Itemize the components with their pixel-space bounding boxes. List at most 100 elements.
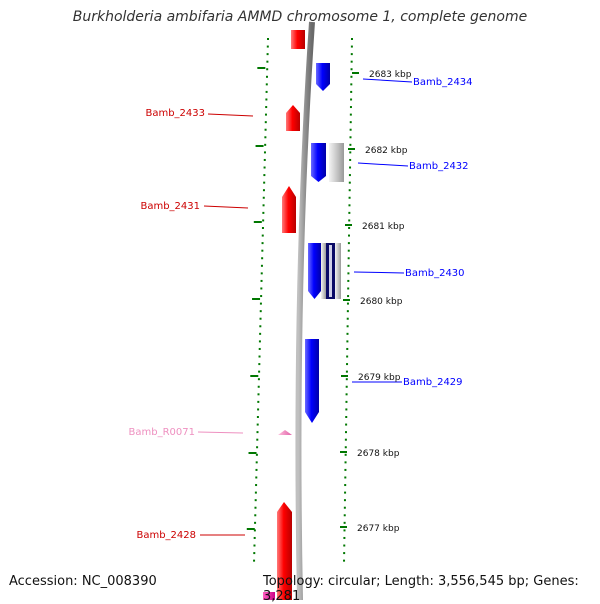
tick-dot xyxy=(343,521,346,524)
tick-dot xyxy=(256,431,259,434)
gene-leader-line xyxy=(197,431,244,434)
tick-dot xyxy=(260,272,263,275)
gene-arrow-bamb-r0071 xyxy=(278,430,292,435)
tick-dot xyxy=(253,536,256,539)
tick-dot xyxy=(345,416,348,418)
map-title: Burkholderia ambifaria AMMD chromosome 1… xyxy=(72,9,528,25)
gene-label-bamb-2434[interactable]: Bamb_2434 xyxy=(413,77,473,88)
gene-label-bamb-2432[interactable]: Bamb_2432 xyxy=(409,161,469,172)
tick-dot xyxy=(259,310,262,313)
tick-dot xyxy=(258,340,261,343)
gene-block-2430-light xyxy=(329,245,332,297)
accession-text: Accession: NC_008390 xyxy=(9,574,157,589)
tick-dot xyxy=(261,234,264,237)
tick-dot xyxy=(351,38,353,40)
tick-dot xyxy=(343,506,346,509)
tick-dot xyxy=(349,158,352,161)
tick-dot xyxy=(264,121,267,124)
tick-dot xyxy=(257,393,260,396)
gene-block-2430-edge xyxy=(335,243,341,299)
tick-dot xyxy=(258,370,261,373)
tick-dot xyxy=(346,363,349,366)
tick-dot xyxy=(253,552,256,555)
tick-dot xyxy=(265,90,268,93)
tick-dot xyxy=(345,370,348,373)
tick-dot xyxy=(264,136,267,139)
tick-dot xyxy=(348,196,351,199)
gene-label-bamb-2428[interactable]: Bamb_2428 xyxy=(136,530,196,541)
gene-block-2432-grey xyxy=(329,143,344,182)
major-tick xyxy=(250,375,259,377)
major-tick xyxy=(246,528,255,530)
gene-leader-line xyxy=(207,113,254,117)
gene-arrow-bamb-2434 xyxy=(316,63,330,91)
tick-dot xyxy=(344,484,347,487)
tick-dot xyxy=(350,98,353,101)
tick-dot xyxy=(256,423,259,426)
gene-label-bamb-2433[interactable]: Bamb_2433 xyxy=(145,108,205,119)
tick-dot xyxy=(259,302,262,305)
major-tick xyxy=(252,298,261,300)
tick-dot xyxy=(261,227,264,229)
tick-dot xyxy=(347,242,350,245)
tick-dot xyxy=(255,476,258,479)
tick-dot xyxy=(264,128,267,131)
gene-arrow-bamb-2430 xyxy=(308,243,321,299)
tick-dot xyxy=(349,113,352,116)
tick-dot xyxy=(350,68,353,71)
tick-dot xyxy=(349,143,352,146)
tick-dot xyxy=(347,279,350,282)
tick-dot xyxy=(350,83,353,86)
tick-dot xyxy=(347,272,350,275)
chromosome-backbone xyxy=(295,21,315,600)
kbp-label: 2680 kbp xyxy=(360,297,403,307)
tick-dot xyxy=(266,60,269,63)
left-tick-track xyxy=(246,38,269,562)
tick-dot xyxy=(346,332,349,335)
tick-dot xyxy=(256,416,259,418)
gene-label-bamb-2429[interactable]: Bamb_2429 xyxy=(403,377,463,388)
tick-dot xyxy=(259,317,262,320)
tick-dot xyxy=(346,302,349,305)
tick-dot xyxy=(343,529,346,532)
tick-dot xyxy=(343,499,346,502)
tick-dot xyxy=(260,295,263,298)
tick-dot xyxy=(264,113,267,116)
tick-dot xyxy=(265,98,268,101)
tick-dot xyxy=(345,408,348,411)
tick-dot xyxy=(349,166,352,169)
tick-dot xyxy=(346,355,349,358)
gene-arrow-bamb-2431 xyxy=(282,186,296,233)
kbp-tick xyxy=(340,526,347,528)
tick-dot xyxy=(253,529,256,532)
tick-dot xyxy=(344,461,347,464)
tick-dot xyxy=(345,423,348,426)
major-tick xyxy=(248,452,257,454)
tick-dot xyxy=(344,446,347,449)
gene-label-bamb-2431[interactable]: Bamb_2431 xyxy=(140,201,200,212)
tick-dot xyxy=(344,476,347,479)
tick-dot xyxy=(257,400,260,403)
tick-dot xyxy=(349,136,352,139)
tick-dot xyxy=(346,325,349,328)
tick-dot xyxy=(345,393,348,396)
gene-label-bamb-2430[interactable]: Bamb_2430 xyxy=(405,268,465,279)
tick-dot xyxy=(255,461,258,464)
kbp-label-layer: 2683 kbp 2682 kbp 2681 kbp 2680 kbp 2679 kbp… xyxy=(340,70,412,534)
tick-dot xyxy=(254,514,257,517)
kbp-tick xyxy=(340,451,347,453)
tick-dot xyxy=(264,143,267,146)
tick-dot xyxy=(344,491,347,494)
tick-dot xyxy=(348,174,351,177)
tick-dot xyxy=(348,219,351,222)
tick-dot xyxy=(343,514,346,517)
kbp-tick xyxy=(341,375,348,377)
tick-dot xyxy=(255,484,258,487)
tick-dot xyxy=(259,325,262,328)
tick-dot xyxy=(343,552,346,555)
gene-leader-line xyxy=(362,78,413,83)
gene-label-bamb-r0071[interactable]: Bamb_R0071 xyxy=(129,427,195,438)
major-tick xyxy=(255,145,264,147)
tick-dot xyxy=(347,287,350,290)
